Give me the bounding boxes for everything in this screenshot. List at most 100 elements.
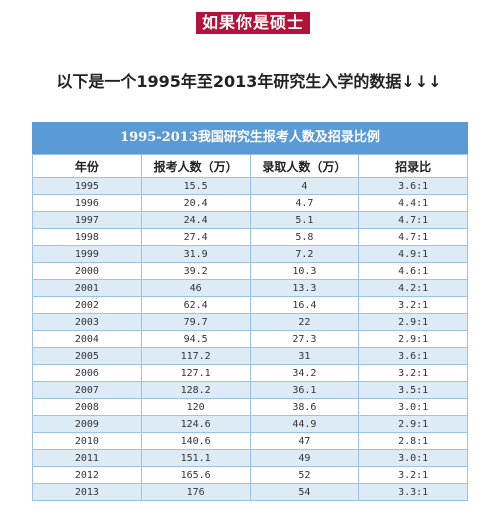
- subtitle: 以下是一个1995年至2013年研究生入学的数据↓↓↓: [56, 72, 442, 91]
- header-admitted: 录取人数（万）: [249, 154, 360, 178]
- cell-admitted: 7.2: [249, 245, 360, 263]
- cell-applicants: 62.4: [140, 296, 251, 314]
- cell-admitted: 54: [249, 483, 360, 501]
- cell-year: 2013: [32, 483, 142, 501]
- cell-admitted: 36.1: [249, 381, 360, 399]
- cell-admitted: 4: [249, 177, 360, 195]
- cell-applicants: 120: [140, 398, 251, 416]
- cell-applicants: 117.2: [140, 347, 251, 365]
- cell-ratio: 4.7:1: [358, 211, 468, 229]
- cell-ratio: 2.9:1: [358, 330, 468, 348]
- table-row: 2009 124.6 44.9 2.9:1: [32, 415, 468, 433]
- table-row: 2003 79.7 22 2.9:1: [32, 313, 468, 331]
- cell-ratio: 2.9:1: [358, 313, 468, 331]
- cell-admitted: 13.3: [249, 279, 360, 297]
- cell-year: 2011: [32, 449, 142, 467]
- cell-ratio: 3.6:1: [358, 177, 468, 195]
- cell-year: 1999: [32, 245, 142, 263]
- cell-applicants: 151.1: [140, 449, 251, 467]
- header-applicants: 报考人数（万）: [140, 154, 251, 178]
- cell-admitted: 49: [249, 449, 360, 467]
- cell-applicants: 127.1: [140, 364, 251, 382]
- table-row: 2004 94.5 27.3 2.9:1: [32, 330, 468, 348]
- header-ratio: 招录比: [358, 154, 468, 178]
- cell-year: 1997: [32, 211, 142, 229]
- cell-applicants: 165.6: [140, 466, 251, 484]
- cell-ratio: 3.0:1: [358, 449, 468, 467]
- cell-applicants: 27.4: [140, 228, 251, 246]
- cell-year: 2008: [32, 398, 142, 416]
- table-row: 2002 62.4 16.4 3.2:1: [32, 296, 468, 314]
- cell-applicants: 24.4: [140, 211, 251, 229]
- cell-ratio: 2.8:1: [358, 432, 468, 450]
- cell-year: 2007: [32, 381, 142, 399]
- table-row: 1997 24.4 5.1 4.7:1: [32, 211, 468, 229]
- table-row: 1999 31.9 7.2 4.9:1: [32, 245, 468, 263]
- cell-applicants: 94.5: [140, 330, 251, 348]
- cell-applicants: 20.4: [140, 194, 251, 212]
- cell-year: 2002: [32, 296, 142, 314]
- cell-admitted: 44.9: [249, 415, 360, 433]
- cell-year: 2012: [32, 466, 142, 484]
- cell-admitted: 4.7: [249, 194, 360, 212]
- table-row: 2008 120 38.6 3.0:1: [32, 398, 468, 416]
- cell-admitted: 5.1: [249, 211, 360, 229]
- cell-year: 2001: [32, 279, 142, 297]
- table-row: 2001 46 13.3 4.2:1: [32, 279, 468, 297]
- table-row: 1996 20.4 4.7 4.4:1: [32, 194, 468, 212]
- admission-table: 年份 报考人数（万） 录取人数（万） 招录比 1995 15.5 4 3.6:1 199…: [32, 154, 468, 501]
- cell-applicants: 31.9: [140, 245, 251, 263]
- cell-ratio: 4.7:1: [358, 228, 468, 246]
- cell-ratio: 4.9:1: [358, 245, 468, 263]
- cell-applicants: 124.6: [140, 415, 251, 433]
- cell-admitted: 47: [249, 432, 360, 450]
- cell-ratio: 3.5:1: [358, 381, 468, 399]
- cell-year: 2000: [32, 262, 142, 280]
- cell-admitted: 5.8: [249, 228, 360, 246]
- cell-year: 2003: [32, 313, 142, 331]
- cell-applicants: 128.2: [140, 381, 251, 399]
- cell-year: 2004: [32, 330, 142, 348]
- table-row: 2006 127.1 34.2 3.2:1: [32, 364, 468, 382]
- cell-applicants: 15.5: [140, 177, 251, 195]
- cell-applicants: 176: [140, 483, 251, 501]
- table-row: 2000 39.2 10.3 4.6:1: [32, 262, 468, 280]
- cell-year: 1996: [32, 194, 142, 212]
- cell-admitted: 31: [249, 347, 360, 365]
- cell-ratio: 3.2:1: [358, 466, 468, 484]
- cell-applicants: 79.7: [140, 313, 251, 331]
- table-row: 1998 27.4 5.8 4.7:1: [32, 228, 468, 246]
- title-badge: 如果你是硕士: [196, 12, 311, 34]
- cell-ratio: 3.6:1: [358, 347, 468, 365]
- cell-year: 2010: [32, 432, 142, 450]
- cell-ratio: 4.2:1: [358, 279, 468, 297]
- table-row: 2007 128.2 36.1 3.5:1: [32, 381, 468, 399]
- cell-ratio: 4.4:1: [358, 194, 468, 212]
- table-header-row: 年份 报考人数（万） 录取人数（万） 招录比: [32, 154, 468, 178]
- cell-year: 2006: [32, 364, 142, 382]
- cell-admitted: 10.3: [249, 262, 360, 280]
- cell-admitted: 22: [249, 313, 360, 331]
- cell-ratio: 3.2:1: [358, 364, 468, 382]
- cell-ratio: 3.0:1: [358, 398, 468, 416]
- table-title: 1995-2013我国研究生报考人数及招录比例: [32, 122, 468, 154]
- cell-year: 2005: [32, 347, 142, 365]
- data-table-container: 1995-2013我国研究生报考人数及招录比例 年份 报考人数（万） 录取人数（…: [32, 122, 468, 501]
- table-row: 1995 15.5 4 3.6:1: [32, 177, 468, 195]
- table-row: 2013 176 54 3.3:1: [32, 483, 468, 501]
- cell-admitted: 52: [249, 466, 360, 484]
- cell-ratio: 2.9:1: [358, 415, 468, 433]
- table-row: 2005 117.2 31 3.6:1: [32, 347, 468, 365]
- table-row: 2010 140.6 47 2.8:1: [32, 432, 468, 450]
- cell-admitted: 38.6: [249, 398, 360, 416]
- header-year: 年份: [32, 154, 142, 178]
- cell-applicants: 140.6: [140, 432, 251, 450]
- cell-admitted: 27.3: [249, 330, 360, 348]
- cell-ratio: 3.2:1: [358, 296, 468, 314]
- cell-ratio: 4.6:1: [358, 262, 468, 280]
- cell-applicants: 46: [140, 279, 251, 297]
- table-row: 2012 165.6 52 3.2:1: [32, 466, 468, 484]
- cell-admitted: 16.4: [249, 296, 360, 314]
- cell-applicants: 39.2: [140, 262, 251, 280]
- cell-year: 2009: [32, 415, 142, 433]
